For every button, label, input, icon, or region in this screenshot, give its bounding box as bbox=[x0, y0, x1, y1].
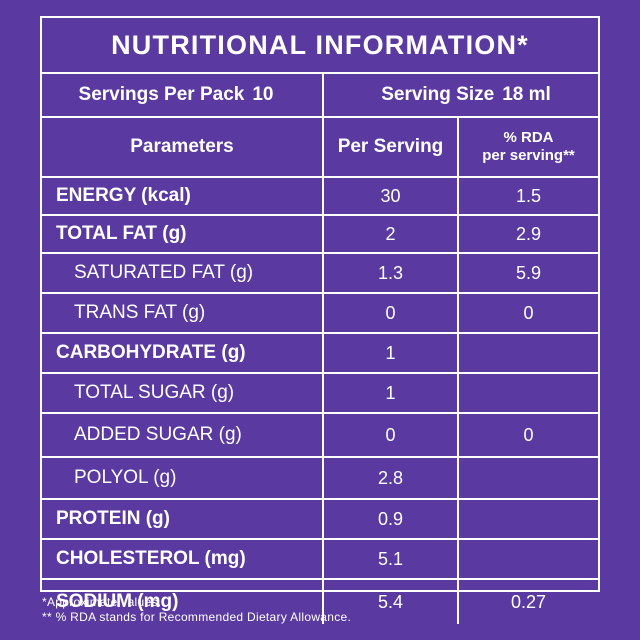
servings-per-pack: Servings Per Pack 10 bbox=[42, 74, 324, 116]
table-row: POLYOL (g) 2.8 bbox=[42, 458, 598, 500]
servings-per-pack-label: Servings Per Pack bbox=[78, 84, 245, 105]
per-serving-value: 5.4 bbox=[324, 580, 459, 624]
header-parameters: Parameters bbox=[42, 118, 324, 176]
table-row: TRANS FAT (g) 0 0 bbox=[42, 294, 598, 334]
header-rda-line1: % RDA bbox=[503, 129, 554, 146]
per-serving-value: 1 bbox=[324, 374, 459, 412]
per-serving-value: 0 bbox=[324, 414, 459, 456]
nutrient-name: TOTAL SUGAR (g) bbox=[42, 374, 324, 412]
header-rda-line2: per serving** bbox=[482, 147, 575, 164]
footnotes: *Approximate values. ** % RDA stands for… bbox=[42, 595, 351, 625]
table-title: NUTRITIONAL INFORMATION* bbox=[42, 18, 598, 74]
rda-value: 5.9 bbox=[515, 262, 542, 283]
nutrient-name: ADDED SUGAR (g) bbox=[42, 414, 324, 456]
table-row: CARBOHYDRATE (g) 1 bbox=[42, 334, 598, 374]
serving-size-value: 18 ml bbox=[502, 84, 551, 105]
table-row: TOTAL FAT (g) 2 2.9 bbox=[42, 216, 598, 254]
nutrient-name: POLYOL (g) bbox=[42, 458, 324, 498]
nutrient-name: SATURATED FAT (g) bbox=[42, 254, 324, 292]
per-serving-value: 0 bbox=[324, 294, 459, 332]
rda-value: 1.5 bbox=[515, 185, 542, 206]
rda-value bbox=[459, 540, 598, 578]
column-header-row: Parameters Per Serving % RDA per serving… bbox=[42, 118, 598, 178]
rda-value bbox=[459, 374, 598, 412]
servings-per-pack-value: 10 bbox=[252, 84, 274, 105]
nutrient-name: TOTAL FAT (g) bbox=[42, 216, 324, 252]
rda-value: 0 bbox=[523, 424, 534, 445]
per-serving-value: 5.1 bbox=[324, 540, 459, 578]
table-row: SATURATED FAT (g) 1.3 5.9 bbox=[42, 254, 598, 294]
per-serving-value: 1 bbox=[324, 334, 459, 372]
nutrient-name: CARBOHYDRATE (g) bbox=[42, 334, 324, 372]
rda-value: 0.27 bbox=[510, 591, 547, 612]
per-serving-value: 0.9 bbox=[324, 500, 459, 538]
footnote-approximate: *Approximate values. bbox=[42, 595, 162, 609]
table-row: ENERGY (kcal) 30 1.5 bbox=[42, 178, 598, 216]
serving-size: Serving Size 18 ml bbox=[324, 74, 598, 116]
servings-row: Servings Per Pack 10 Serving Size 18 ml bbox=[42, 74, 598, 118]
header-rda: % RDA per serving** bbox=[459, 118, 598, 176]
rda-value bbox=[459, 500, 598, 538]
per-serving-value: 2.8 bbox=[324, 458, 459, 498]
table-row: ADDED SUGAR (g) 0 0 bbox=[42, 414, 598, 458]
rda-value: 0 bbox=[523, 302, 534, 323]
nutrition-table: NUTRITIONAL INFORMATION* Servings Per Pa… bbox=[40, 16, 600, 624]
nutrient-name: ENERGY (kcal) bbox=[42, 178, 324, 214]
nutrient-name: SODIUM (mg) bbox=[42, 580, 324, 624]
nutrient-name: TRANS FAT (g) bbox=[42, 294, 324, 332]
rda-value bbox=[459, 458, 598, 498]
table-row: TOTAL SUGAR (g) 1 bbox=[42, 374, 598, 414]
table-row: PROTEIN (g) 0.9 bbox=[42, 500, 598, 540]
nutrient-rows: ENERGY (kcal) 30 1.5 TOTAL FAT (g) 2 2.9 SATUR… bbox=[42, 178, 598, 624]
table-row: CHOLESTEROL (mg) 5.1 bbox=[42, 540, 598, 580]
table-row: SODIUM (mg) 5.4 0.27 bbox=[42, 580, 598, 624]
rda-value bbox=[459, 334, 598, 372]
nutrient-name: CHOLESTEROL (mg) bbox=[42, 540, 324, 578]
footnote-rda: ** % RDA stands for Recommended Dietary … bbox=[42, 610, 352, 624]
per-serving-value: 1.3 bbox=[324, 254, 459, 292]
serving-size-label: Serving Size bbox=[381, 84, 495, 105]
nutrient-name: PROTEIN (g) bbox=[42, 500, 324, 538]
rda-value: 2.9 bbox=[515, 223, 542, 244]
header-per-serving: Per Serving bbox=[324, 118, 459, 176]
per-serving-value: 30 bbox=[324, 178, 459, 214]
per-serving-value: 2 bbox=[324, 216, 459, 252]
